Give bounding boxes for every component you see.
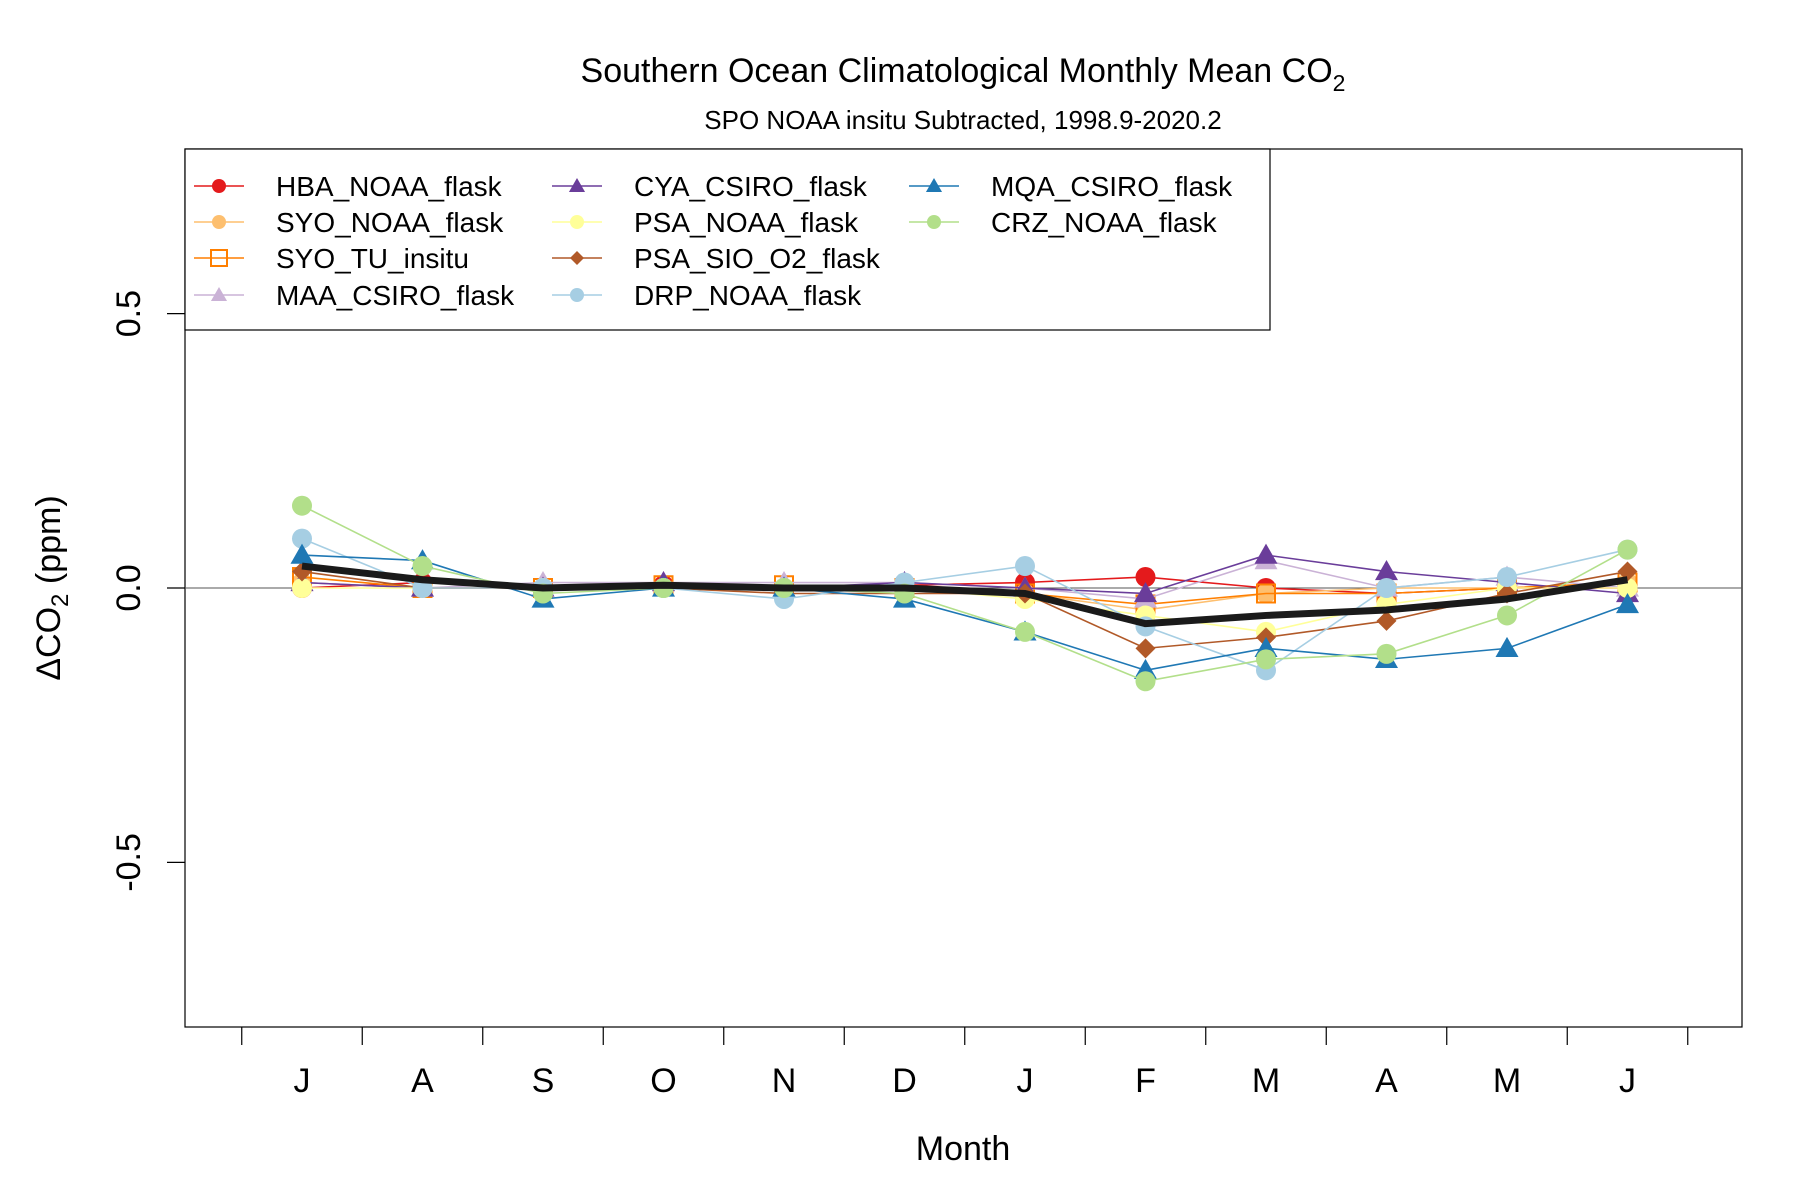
legend-label: HBA_NOAA_flask (276, 171, 503, 202)
legend-item: PSA_SIO_O2_flask (552, 243, 881, 274)
legend: HBA_NOAA_flask SYO_NOAA_flask SYO_TU_insit… (194, 171, 1233, 311)
mean-line (301, 562, 1629, 628)
data-point (1135, 567, 1156, 588)
data-point (292, 528, 312, 549)
data-point (1256, 649, 1276, 670)
series-CRZ_NOAA_flask (292, 495, 1638, 692)
legend-item: CYA_CSIRO_flask (552, 171, 868, 202)
y-axis-label-suffix: (ppm) (30, 495, 68, 593)
x-tick-label: F (1135, 1062, 1156, 1100)
legend-box (184, 148, 1271, 331)
series-MAA_CSIRO_flask (290, 549, 1639, 608)
data-point (290, 543, 314, 564)
legend-item: CRZ_NOAA_flask (909, 207, 1218, 238)
legend-marker (210, 249, 228, 267)
data-point (412, 556, 433, 577)
chart-subtitle: SPO NOAA insitu Subtracted, 1998.9-2020.… (704, 105, 1221, 135)
x-tick-label: J (1017, 1062, 1034, 1100)
y-axis-label-prefix: ΔCO (30, 607, 68, 681)
legend-marker (568, 177, 586, 193)
data-point (1375, 560, 1398, 581)
legend-label: PSA_SIO_O2_flask (634, 243, 881, 274)
y-tick-label: 0.5 (110, 290, 148, 337)
chart-title-text: Southern Ocean Climatological Monthly Me… (581, 52, 1333, 90)
legend-label: SYO_NOAA_flask (276, 207, 504, 238)
series-line (302, 587, 1628, 633)
legend-item: MQA_CSIRO_flask (909, 171, 1233, 202)
data-point (292, 495, 312, 516)
legend-label: MQA_CSIRO_flask (991, 171, 1233, 202)
x-tick-label: J (294, 1062, 311, 1100)
legend-label: CYA_CSIRO_flask (634, 171, 868, 202)
legend-item: DRP_NOAA_flask (552, 280, 862, 311)
legend-item: SYO_TU_insitu (194, 243, 469, 274)
x-tick-label: J (1619, 1062, 1636, 1100)
data-point (1617, 539, 1638, 560)
data-point (1135, 671, 1156, 692)
y-axis-label: ΔCO2 (ppm) (30, 495, 74, 680)
x-tick-label: S (532, 1062, 555, 1100)
data-point (1616, 592, 1639, 614)
data-point (1015, 556, 1035, 577)
x-axis-label: Month (916, 1130, 1011, 1168)
x-tick-label: M (1252, 1062, 1280, 1100)
series-line (301, 554, 1628, 672)
legend-item: SYO_NOAA_flask (194, 207, 504, 238)
data-point (1135, 638, 1156, 659)
mean-line-group (301, 562, 1629, 628)
legend-label: CRZ_NOAA_flask (991, 207, 1218, 238)
legend-marker (212, 179, 226, 193)
x-tick-label: O (650, 1062, 676, 1100)
y-tick-label: -0.5 (110, 833, 148, 892)
legend-label: SYO_TU_insitu (276, 243, 469, 274)
x-tick-label: D (892, 1062, 917, 1100)
data-point (1497, 567, 1517, 588)
data-point (1617, 561, 1638, 582)
chart-title: Southern Ocean Climatological Monthly Me… (581, 52, 1346, 96)
data-point (1254, 543, 1278, 564)
data-point (1376, 610, 1397, 631)
legend-label: PSA_NOAA_flask (634, 207, 859, 238)
legend-marker (927, 215, 941, 229)
y-axis-label-subscript: 2 (47, 594, 74, 607)
legend-marker (570, 251, 584, 265)
data-point (1015, 621, 1035, 642)
series-MQA_CSIRO_flask (290, 543, 1639, 679)
legend-marker (210, 286, 228, 302)
axis-ticks: J A S O N D J F M A M J -0.5 0.0 0.5 (110, 290, 1689, 1100)
legend-label: DRP_NOAA_flask (634, 280, 862, 311)
data-point (1376, 578, 1397, 598)
legend-label: MAA_CSIRO_flask (276, 280, 515, 311)
data-point (1134, 581, 1157, 603)
data-point (1497, 605, 1517, 626)
chart-title-subscript: 2 (1333, 70, 1346, 96)
x-tick-label: A (411, 1062, 434, 1100)
legend-marker (570, 288, 584, 302)
legend-item: HBA_NOAA_flask (194, 171, 503, 202)
data-point (1256, 583, 1276, 604)
x-tick-label: M (1493, 1062, 1521, 1100)
legend-marker (570, 215, 584, 229)
data-point (292, 578, 312, 598)
data-point (1495, 636, 1519, 657)
legend-item: PSA_NOAA_flask (552, 207, 859, 238)
legend-marker (925, 177, 943, 193)
legend-marker (212, 215, 226, 229)
y-tick-label: 0.0 (110, 564, 148, 611)
data-point (1376, 643, 1397, 664)
legend-item: MAA_CSIRO_flask (194, 280, 515, 311)
x-tick-label: N (772, 1062, 797, 1100)
x-tick-label: A (1375, 1062, 1398, 1100)
